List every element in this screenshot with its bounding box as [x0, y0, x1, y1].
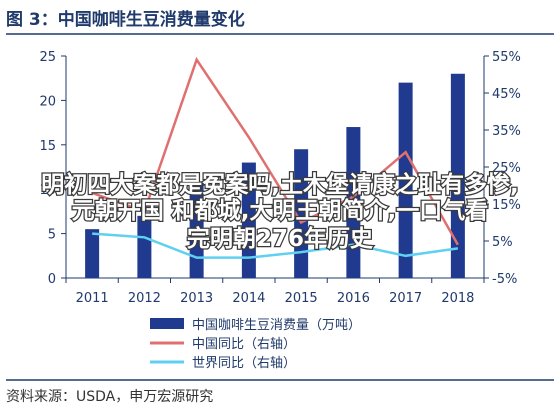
x-tick-label: 2017: [389, 291, 422, 306]
legend-label: 中国同比（右轴）: [192, 337, 296, 352]
left-tick-label: 10: [39, 183, 56, 198]
chart-title: 图 3：中国咖啡生豆消费量变化: [6, 9, 245, 30]
right-tick-label: 55%: [492, 50, 521, 65]
legend: 中国咖啡生豆消费量（万吨） 中国同比（右轴） 世界同比（右轴）: [150, 318, 361, 371]
overlay-caption: 明初四大案都是冤案吗,土木堡请康之耻有多惨,元朝开国 和都城,大明王朝简介,一口…: [40, 170, 520, 254]
right-tick-label: 35%: [492, 124, 521, 139]
bar: [398, 82, 413, 278]
legend-label: 世界同比（右轴）: [192, 356, 296, 371]
x-tick-label: 2018: [441, 291, 474, 306]
overlay-caption-line: 完明朝276年历史: [187, 225, 374, 252]
bar: [450, 73, 465, 278]
x-tick-label: 2014: [232, 291, 265, 306]
left-tick-label: 25: [39, 50, 56, 65]
x-tick-label: 2012: [128, 291, 161, 306]
source-note: 资料来源：USDA，申万宏源研究: [6, 389, 213, 405]
world-yoy-line: [92, 232, 459, 259]
legend-swatch-bar: [150, 318, 184, 329]
bar: [85, 229, 100, 278]
overlay-caption-line: 元朝开国 和都城,大明王朝简介,一口气看: [72, 197, 488, 224]
bar: [137, 215, 152, 278]
bar: [294, 149, 309, 278]
bar: [189, 182, 204, 278]
x-tick-label: 2015: [285, 291, 318, 306]
x-tick-label: 2016: [337, 291, 370, 306]
right-tick-label: -5%: [492, 272, 517, 287]
left-tick-label: 15: [39, 139, 56, 154]
right-tick-label: 5%: [492, 235, 513, 250]
x-tick-label: 2011: [76, 291, 109, 306]
bar: [241, 162, 256, 278]
bar: [346, 127, 361, 278]
overlay-caption-line: 明初四大案都是冤案吗,土木堡请康之耻有多惨,: [41, 171, 518, 198]
left-tick-label: 20: [39, 94, 56, 109]
right-tick-label: 25%: [492, 161, 521, 176]
china-yoy-line: [91, 56, 459, 246]
plot-area: 0 5 10 15 20 25 -5% 5% 15% 25% 35% 45% 55% 2011 2012 20…: [39, 50, 520, 306]
left-tick-label: 5: [48, 228, 56, 243]
right-tick-label: 45%: [492, 87, 521, 102]
x-tick-label: 2013: [180, 291, 213, 306]
legend-label: 中国咖啡生豆消费量（万吨）: [192, 318, 361, 333]
left-tick-label: 0: [48, 272, 56, 287]
right-tick-label: 15%: [492, 198, 521, 213]
